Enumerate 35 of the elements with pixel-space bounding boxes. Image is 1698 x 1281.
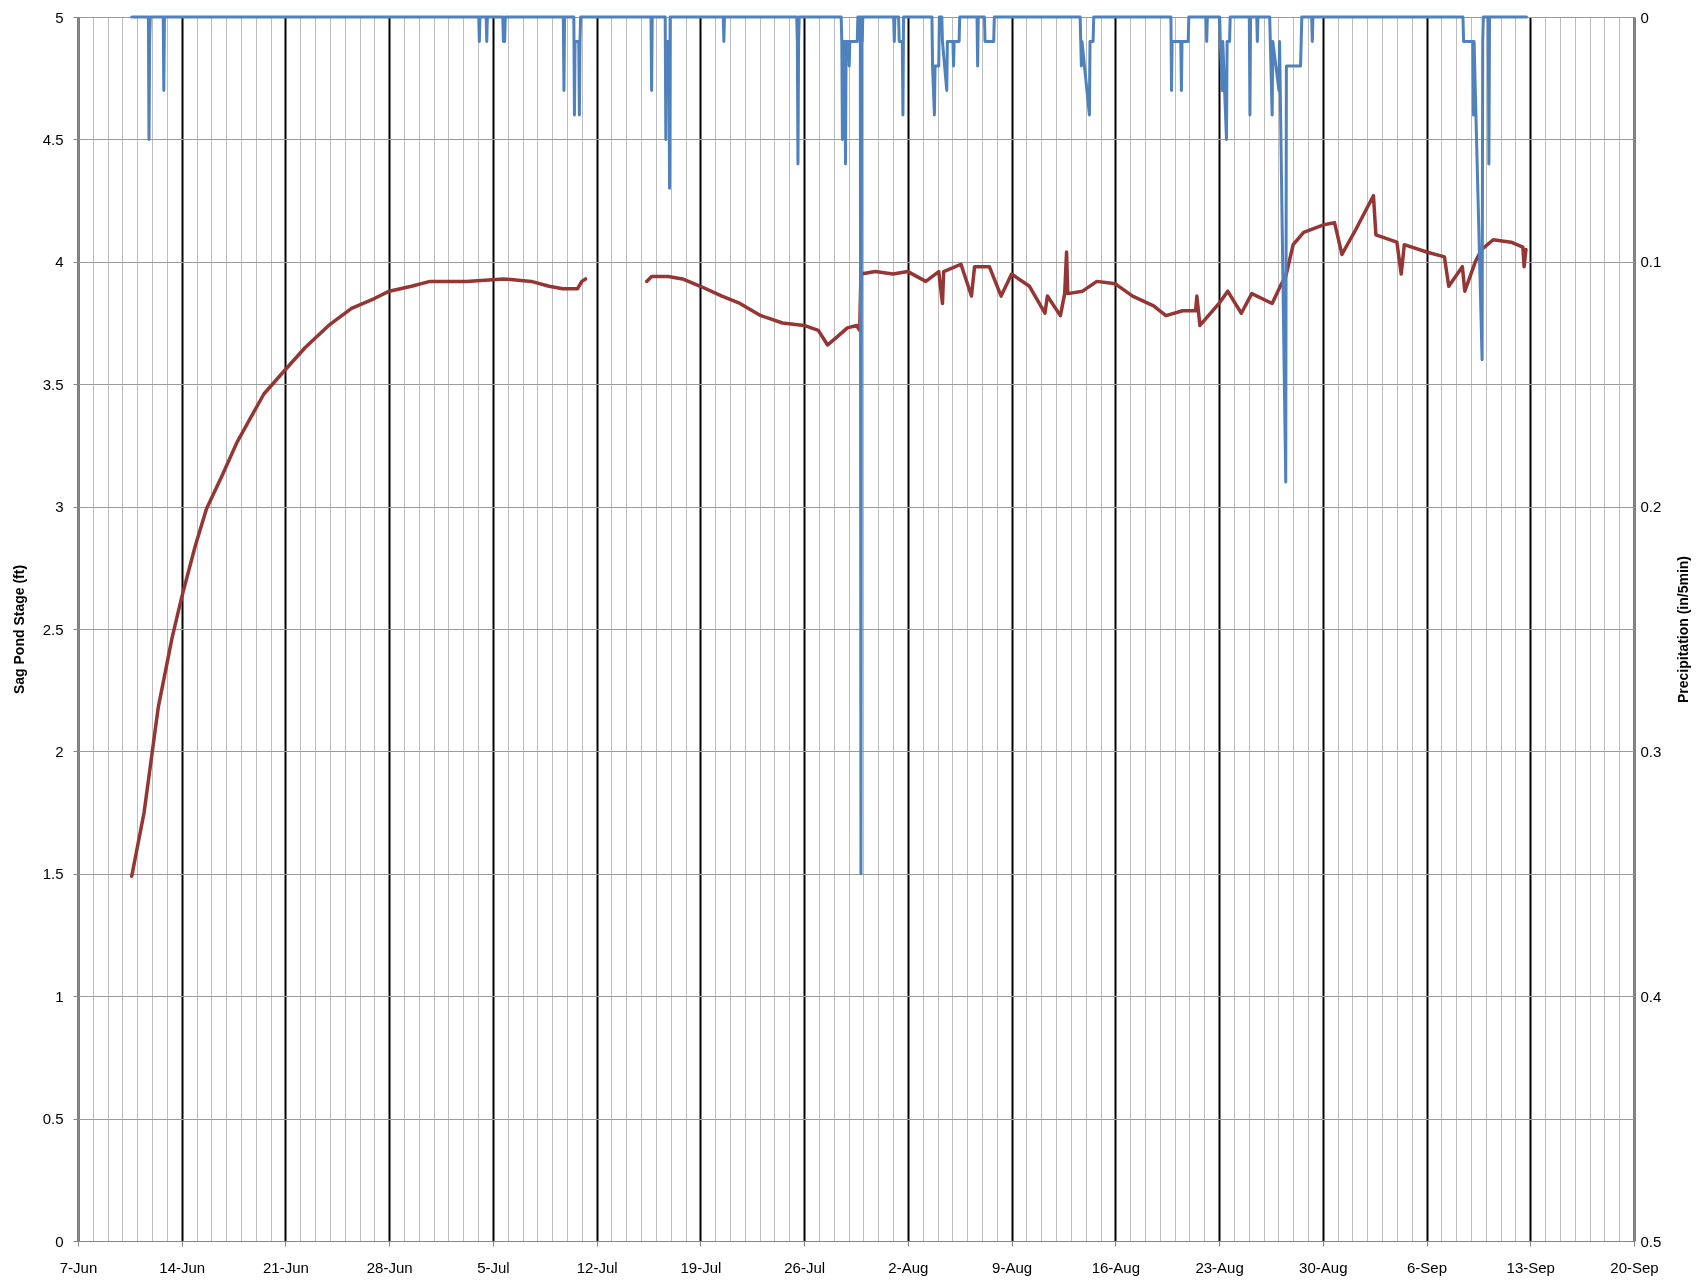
y2-tick-label: 0.3 — [1640, 742, 1662, 760]
x-tick-label: 5-Jul — [477, 1258, 510, 1276]
y-tick-label: 3 — [55, 498, 64, 516]
y-axis-title: Sag Pond Stage (ft) — [10, 564, 27, 695]
y2-axis-title: Precipitation (in/5min) — [1675, 555, 1692, 704]
x-tick-label: 16-Aug — [1091, 1258, 1141, 1276]
x-tick-label: 23-Aug — [1195, 1258, 1244, 1276]
y2-tick-label: 0.5 — [1640, 1232, 1662, 1250]
x-tick-label: 21-Jun — [263, 1258, 309, 1276]
y2-tick-label: 0.4 — [1640, 987, 1662, 1005]
x-tick-label: 26-Jul — [784, 1258, 826, 1276]
y-tick-label: 4 — [55, 253, 64, 271]
y-tick-label: 0 — [55, 1232, 64, 1250]
y2-tick-label: 0.2 — [1640, 498, 1662, 516]
y-tick-label: 2.5 — [42, 620, 64, 638]
y-tick-label: 4.5 — [42, 130, 64, 148]
y-tick-label: 3.5 — [42, 375, 64, 393]
x-tick-label: 20-Sep — [1610, 1258, 1659, 1276]
y-tick-label: 5 — [55, 8, 64, 26]
x-tick-label: 2-Aug — [888, 1258, 929, 1276]
x-tick-label: 28-Jun — [366, 1258, 413, 1276]
x-tick-label: 12-Jul — [576, 1258, 618, 1276]
y-tick-label: 2 — [55, 742, 64, 760]
x-tick-label: 6-Sep — [1407, 1258, 1448, 1276]
x-tick-label: 13-Sep — [1506, 1258, 1555, 1276]
x-tick-label: 14-Jun — [159, 1258, 206, 1276]
y-tick-label: 0.5 — [42, 1110, 64, 1128]
x-tick-label: 9-Aug — [992, 1258, 1033, 1276]
y-tick-label: 1.5 — [42, 865, 64, 883]
x-tick-label: 7-Jun — [59, 1258, 98, 1276]
x-tick-label: 19-Jul — [680, 1258, 722, 1276]
x-tick-label: 30-Aug — [1299, 1258, 1348, 1276]
y-tick-label: 1 — [55, 987, 64, 1005]
y2-tick-label: 0.1 — [1640, 253, 1662, 271]
y2-tick-label: 0 — [1640, 8, 1649, 26]
